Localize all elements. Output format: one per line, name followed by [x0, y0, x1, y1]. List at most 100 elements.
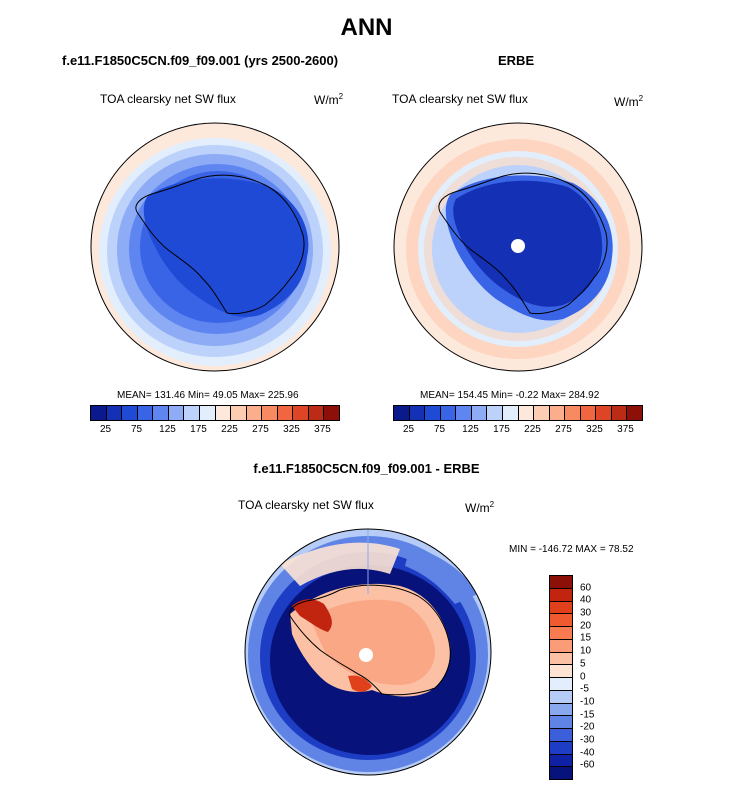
colorbar-box — [106, 406, 123, 420]
colorbar-box — [502, 406, 519, 420]
colorbar-box — [534, 406, 550, 420]
colorbar-box — [122, 406, 138, 420]
panel1-colorbar — [90, 405, 340, 421]
colorbar-tick-label: -20 — [580, 721, 595, 733]
panel3-colorbar-labels: 60 40 30 20 15 10 5 0 -5 -10 -15 -20 -30 -40 -60 — [580, 575, 620, 778]
panel1-title: f.e11.F1850C5CN.f09_f09.001 (yrs 2500-26… — [62, 53, 339, 68]
colorbar-tick-label: 175 — [493, 424, 510, 435]
colorbar-box — [550, 576, 572, 589]
colorbar-box — [308, 406, 325, 420]
colorbar-tick-label: 325 — [283, 424, 300, 435]
panel3-title: f.e11.F1850C5CN.f09_f09.001 - ERBE — [253, 461, 480, 476]
colorbar-tick-label: 40 — [580, 594, 592, 606]
colorbar-box — [184, 406, 200, 420]
colorbar-tick-label: 225 — [221, 424, 238, 435]
colorbar-tick-label: 5 — [580, 658, 586, 670]
colorbar-box — [409, 406, 426, 420]
colorbar-box — [550, 690, 572, 704]
colorbar-box — [611, 406, 628, 420]
colorbar-box — [550, 665, 572, 678]
colorbar-tick-label: 10 — [580, 645, 592, 657]
colorbar-box — [550, 678, 572, 691]
panel1-polar-map — [90, 122, 340, 372]
colorbar-box — [246, 406, 263, 420]
colorbar-box — [518, 406, 535, 420]
colorbar-tick-label: -30 — [580, 734, 595, 746]
colorbar-box — [440, 406, 457, 420]
panel1-colorbar-labels: 25 75 125 175 225 275 325 375 — [90, 424, 338, 438]
colorbar-box — [596, 406, 612, 420]
colorbar-box — [549, 406, 566, 420]
panel2-title: ERBE — [498, 53, 535, 68]
colorbar-tick-label: 20 — [580, 620, 592, 632]
colorbar-tick-label: -5 — [580, 683, 589, 695]
colorbar-box — [627, 406, 642, 420]
main-title: ANN — [340, 14, 393, 41]
colorbar-box — [324, 406, 339, 420]
colorbar-box — [262, 406, 278, 420]
colorbar-tick-label: 60 — [580, 582, 592, 594]
panel2-colorbar — [393, 405, 643, 421]
colorbar-box — [550, 754, 572, 768]
colorbar-tick-label: 375 — [314, 424, 331, 435]
colorbar-tick-label: -15 — [580, 709, 595, 721]
pole-missing-data-dot — [511, 239, 525, 253]
colorbar-tick-label: 175 — [190, 424, 207, 435]
colorbar-tick-label: 25 — [99, 424, 112, 435]
pole-missing-data-dot — [359, 648, 373, 662]
panel3-units: W/m2 — [465, 500, 495, 515]
colorbar-box — [580, 406, 597, 420]
colorbar-box — [550, 741, 572, 755]
panel2-polar-map — [393, 122, 643, 372]
colorbar-box — [550, 652, 572, 666]
colorbar-tick-label: -10 — [580, 696, 595, 708]
panel2-variable-label: TOA clearsky net SW flux — [392, 92, 528, 106]
colorbar-tick-label: 275 — [555, 424, 572, 435]
colorbar-tick-label: 0 — [580, 671, 586, 682]
antarctica-coastline-3 — [289, 584, 451, 696]
panel3-colorbar — [549, 575, 573, 780]
colorbar-tick-label: 125 — [159, 424, 176, 435]
colorbar-box — [471, 406, 488, 420]
panel2-colorbar-labels: 25 75 125 175 225 275 325 375 — [393, 424, 641, 438]
colorbar-box — [394, 406, 410, 420]
colorbar-tick-label: 25 — [402, 424, 415, 435]
colorbar-box — [168, 406, 185, 420]
antarctica-coastline-2 — [438, 172, 608, 315]
panel1-units: W/m2 — [314, 92, 344, 107]
colorbar-box — [293, 406, 309, 420]
colorbar-tick-label: 15 — [580, 632, 592, 644]
colorbar-box — [550, 716, 572, 729]
colorbar-box — [456, 406, 472, 420]
colorbar-tick-label: 30 — [580, 607, 592, 619]
colorbar-box — [215, 406, 232, 420]
panel2-units: W/m2 — [614, 94, 644, 109]
panel1-variable-label: TOA clearsky net SW flux — [100, 92, 236, 106]
panel3-variable-label: TOA clearsky net SW flux — [238, 498, 374, 512]
colorbar-box — [231, 406, 247, 420]
colorbar-tick-label: 75 — [433, 424, 446, 435]
colorbar-tick-label: 375 — [617, 424, 634, 435]
colorbar-tick-label: 275 — [252, 424, 269, 435]
colorbar-box — [91, 406, 107, 420]
colorbar-box — [565, 406, 581, 420]
colorbar-tick-label: -60 — [580, 759, 595, 771]
panel3-stats: MIN = -146.72 MAX = 78.52 — [509, 544, 634, 555]
colorbar-box — [550, 588, 572, 602]
colorbar-box — [550, 767, 572, 779]
colorbar-box — [137, 406, 154, 420]
colorbar-box — [487, 406, 503, 420]
colorbar-box — [550, 729, 572, 742]
colorbar-tick-label: 325 — [586, 424, 603, 435]
colorbar-box — [550, 703, 572, 717]
colorbar-tick-label: 225 — [524, 424, 541, 435]
colorbar-box — [550, 639, 572, 653]
colorbar-box — [550, 601, 572, 615]
colorbar-box — [153, 406, 169, 420]
colorbar-box — [199, 406, 216, 420]
colorbar-tick-label: 125 — [462, 424, 479, 435]
colorbar-tick-label: 75 — [130, 424, 143, 435]
panel2-stats: MEAN= 154.45 Min= -0.22 Max= 284.92 — [420, 390, 600, 401]
panel1-stats: MEAN= 131.46 Min= 49.05 Max= 225.96 — [117, 390, 299, 401]
colorbar-box — [550, 614, 572, 627]
